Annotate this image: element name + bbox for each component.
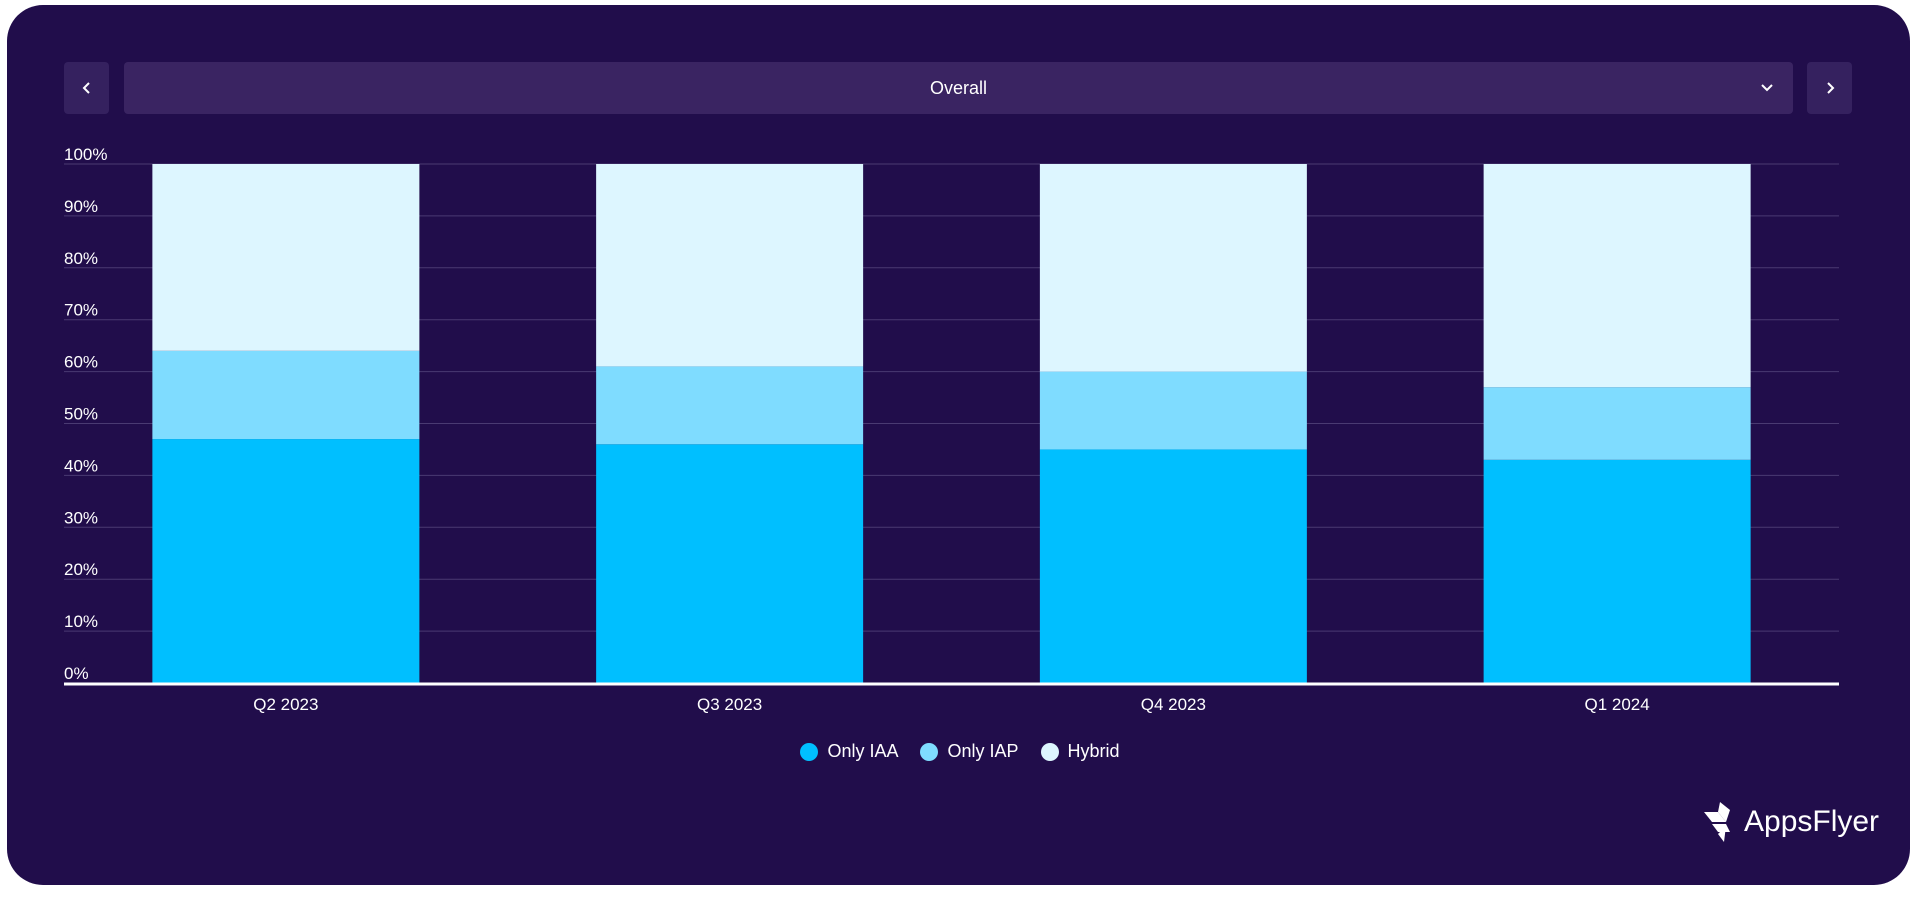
bar-segment-hybrid[interactable] [1039,164,1307,372]
stacked-bar-chart: 0% 10% 20% 30% 40% 50% 60% 70% 80% 90% 100% Q2 2023… [64,145,1839,714]
x-tick-label: Q2 2023 [253,695,318,714]
legend-item-only-iap[interactable]: Only IAP [920,741,1019,762]
legend-item-hybrid[interactable]: Hybrid [1040,741,1120,762]
legend-swatch [800,742,819,761]
legend-label: Only IAP [947,741,1019,761]
legend-swatch [1040,742,1059,761]
bar-segment-only-iaa[interactable] [1039,449,1307,683]
dropdown-value: Overall [929,77,987,98]
y-tick-label: 20% [64,560,98,579]
bar-segment-hybrid[interactable] [1483,164,1751,388]
bar-segment-only-iap[interactable] [152,350,420,440]
chevron-left-icon [82,82,90,94]
appsflyer-logo: AppsFlyer [1700,800,1879,844]
chevron-down-icon [1761,84,1773,92]
bar-segment-only-iaa[interactable] [152,439,420,683]
y-tick-label: 50% [64,405,98,424]
legend: Only IAA Only IAP Hybrid [0,741,1920,762]
bar-segment-only-iaa[interactable] [596,444,864,683]
bar-segment-hybrid[interactable] [152,164,420,351]
legend-label: Only IAA [827,741,899,761]
previous-button[interactable] [64,62,109,114]
y-tick-label: 10% [64,612,98,631]
appsflyer-logo-icon [1704,802,1730,842]
y-tick-label: 30% [64,508,98,527]
y-tick-label: 90% [64,197,98,216]
chevron-right-icon [1826,82,1834,94]
x-tick-label: Q1 2024 [1585,695,1650,714]
bar-segment-only-iap[interactable] [1483,387,1751,460]
next-button[interactable] [1807,62,1852,114]
bar-segment-hybrid[interactable] [596,164,864,367]
y-tick-label: 40% [64,456,98,475]
segment-dropdown[interactable]: Overall [124,62,1793,114]
y-tick-label: 0% [64,664,89,683]
y-tick-label: 70% [64,301,98,320]
bar-segment-only-iap[interactable] [596,366,864,445]
legend-label: Hybrid [1067,741,1120,761]
x-tick-label: Q3 2023 [697,695,762,714]
x-tick-label: Q4 2023 [1141,695,1206,714]
y-tick-label: 60% [64,353,98,372]
legend-item-only-iaa[interactable]: Only IAA [800,741,898,762]
bar-segment-only-iaa[interactable] [1483,459,1751,683]
y-tick-label: 80% [64,249,98,268]
logo-text: AppsFlyer [1744,805,1880,838]
bar-segment-only-iap[interactable] [1039,371,1307,450]
legend-swatch [920,742,939,761]
y-tick-label: 100% [64,145,107,164]
